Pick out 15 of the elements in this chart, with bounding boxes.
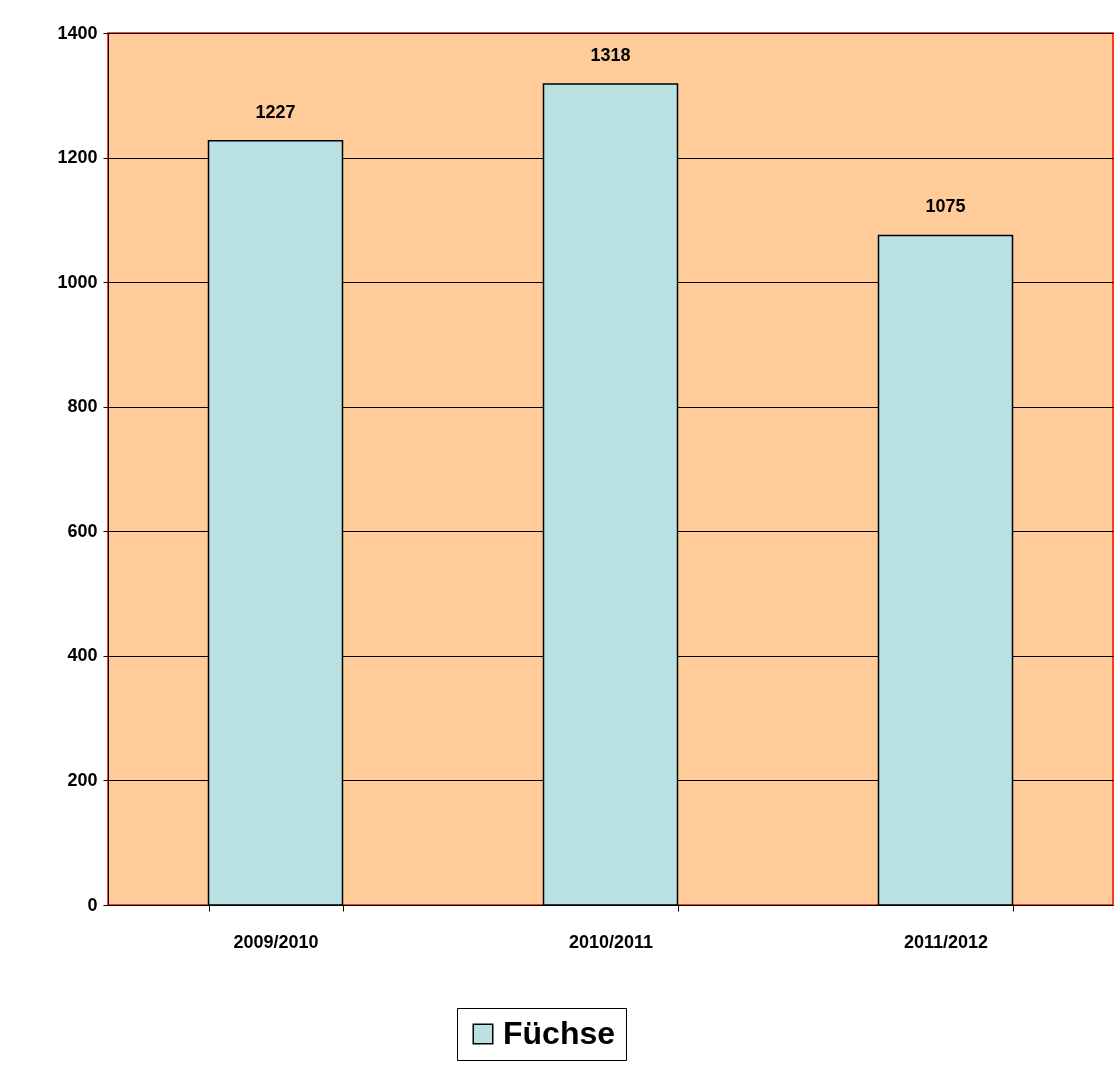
x-tick-label: 2010/2011 (568, 931, 654, 952)
y-tick-label: 800 (67, 396, 98, 417)
y-tick-label: 200 (67, 769, 98, 790)
data-label: 1227 (255, 101, 296, 122)
y-tick-label: 1400 (57, 22, 98, 43)
data-label: 1075 (925, 196, 966, 217)
y-tick-label: 400 (67, 645, 98, 666)
y-tick-label: 1000 (57, 271, 98, 292)
x-tick-label: 2009/2010 (233, 931, 319, 952)
y-tick-label: 0 (87, 894, 98, 915)
y-tick-label: 1200 (57, 147, 98, 168)
data-label: 1318 (590, 45, 631, 66)
legend-label: Füchse (503, 1015, 616, 1051)
y-tick-label: 600 (67, 520, 98, 541)
x-tick-label: 2011/2012 (903, 931, 989, 952)
